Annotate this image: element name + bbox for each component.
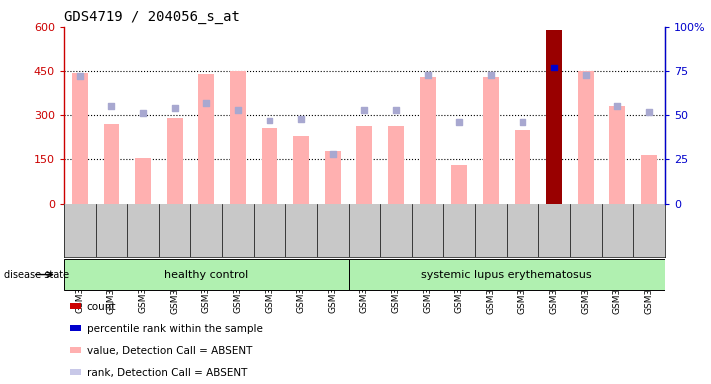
Point xyxy=(232,107,244,113)
Text: healthy control: healthy control xyxy=(164,270,248,280)
Bar xyxy=(546,30,562,204)
Bar xyxy=(262,128,277,204)
Bar xyxy=(70,325,81,331)
Bar xyxy=(167,118,183,204)
Bar xyxy=(348,259,665,290)
Point xyxy=(264,118,275,124)
Point xyxy=(580,71,592,78)
Point xyxy=(296,116,307,122)
Bar xyxy=(641,155,657,204)
Point xyxy=(359,107,370,113)
Point xyxy=(422,71,433,78)
Point xyxy=(327,151,338,157)
Bar xyxy=(293,136,309,204)
Bar xyxy=(578,71,594,204)
Point xyxy=(169,105,181,111)
Text: value, Detection Call = ABSENT: value, Detection Call = ABSENT xyxy=(87,346,252,356)
Bar xyxy=(483,77,499,204)
Text: disease state: disease state xyxy=(4,270,69,280)
Bar xyxy=(356,126,373,204)
Bar xyxy=(609,106,625,204)
Bar xyxy=(230,71,246,204)
Bar xyxy=(70,347,81,353)
Point xyxy=(201,100,212,106)
Bar xyxy=(70,303,81,309)
Bar xyxy=(70,369,81,375)
Text: rank, Detection Call = ABSENT: rank, Detection Call = ABSENT xyxy=(87,368,247,378)
Bar xyxy=(135,158,151,204)
Bar xyxy=(64,259,348,290)
Point xyxy=(74,73,85,79)
Bar xyxy=(388,126,404,204)
Point xyxy=(485,71,496,78)
Text: percentile rank within the sample: percentile rank within the sample xyxy=(87,324,262,334)
Bar xyxy=(325,151,341,204)
Point xyxy=(643,109,655,115)
Text: count: count xyxy=(87,302,117,312)
Bar xyxy=(198,74,214,204)
Point xyxy=(106,103,117,109)
Bar xyxy=(451,165,467,204)
Text: systemic lupus erythematosus: systemic lupus erythematosus xyxy=(422,270,592,280)
Bar xyxy=(104,124,119,204)
Bar xyxy=(419,77,436,204)
Point xyxy=(454,119,465,125)
Bar xyxy=(72,73,87,204)
Point xyxy=(137,110,149,116)
Point xyxy=(390,107,402,113)
Point xyxy=(517,119,528,125)
Text: GDS4719 / 204056_s_at: GDS4719 / 204056_s_at xyxy=(64,10,240,25)
Point xyxy=(548,65,560,71)
Bar xyxy=(515,130,530,204)
Point xyxy=(611,103,623,109)
